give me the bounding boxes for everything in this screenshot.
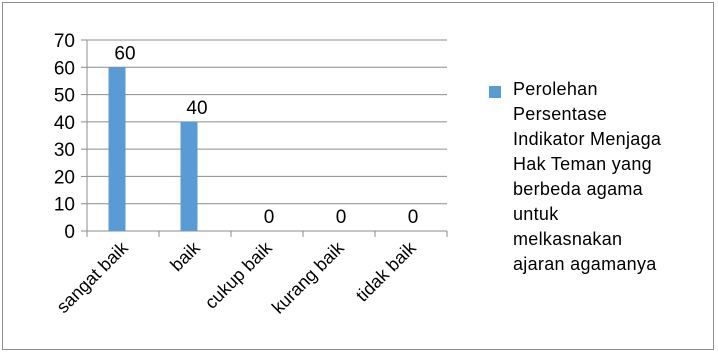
legend-line: ajaran agamanya [513, 254, 657, 274]
y-tick-label: 0 [64, 222, 75, 243]
bars [108, 67, 198, 232]
y-tick-label: 10 [54, 195, 75, 216]
legend-line: Hak Teman yang [513, 154, 652, 174]
legend-line: berbeda agama [513, 179, 643, 199]
legend-label: Perolehan Persentase Indikator Menjaga Hak … [513, 77, 713, 277]
legend-line: melkasnakan [513, 229, 623, 249]
gridlines [87, 39, 447, 205]
y-tick-labels: 0 10 20 30 40 50 60 70 [54, 31, 75, 243]
y-tick-label: 50 [54, 86, 75, 107]
y-tick-label: 30 [54, 140, 75, 161]
data-label: 0 [408, 207, 419, 228]
category-label: sangat baik [53, 237, 133, 317]
y-tick-label: 20 [54, 167, 75, 188]
chart-frame: 60 40 0 0 0 0 10 20 30 40 50 60 70 sangat baik baik c… [2, 2, 714, 350]
category-label: baik [166, 237, 204, 275]
bar-chart: 60 40 0 0 0 0 10 20 30 40 50 60 70 sangat baik baikc… [53, 31, 448, 318]
data-label: 0 [264, 207, 275, 228]
y-tick-label: 60 [54, 58, 75, 79]
category-label: tidak baik [352, 237, 421, 306]
legend-line: Persentase [513, 104, 608, 124]
legend-swatch [489, 86, 501, 98]
bar [108, 67, 126, 232]
data-label: 0 [336, 207, 347, 228]
y-tick-label: 70 [54, 31, 75, 52]
data-label: 60 [114, 43, 135, 64]
y-tick-label: 40 [54, 113, 75, 134]
axes [81, 39, 448, 237]
legend-line: Perolehan [513, 79, 598, 99]
legend-line: Indikator Menjaga [513, 129, 662, 149]
category-label: cukup baik [201, 237, 277, 313]
data-labels: 60 40 0 0 0 [114, 43, 418, 228]
bar [180, 121, 198, 231]
data-label: 40 [186, 98, 207, 119]
category-label: kurang baik [268, 237, 349, 318]
legend-line: untuk [513, 204, 559, 224]
